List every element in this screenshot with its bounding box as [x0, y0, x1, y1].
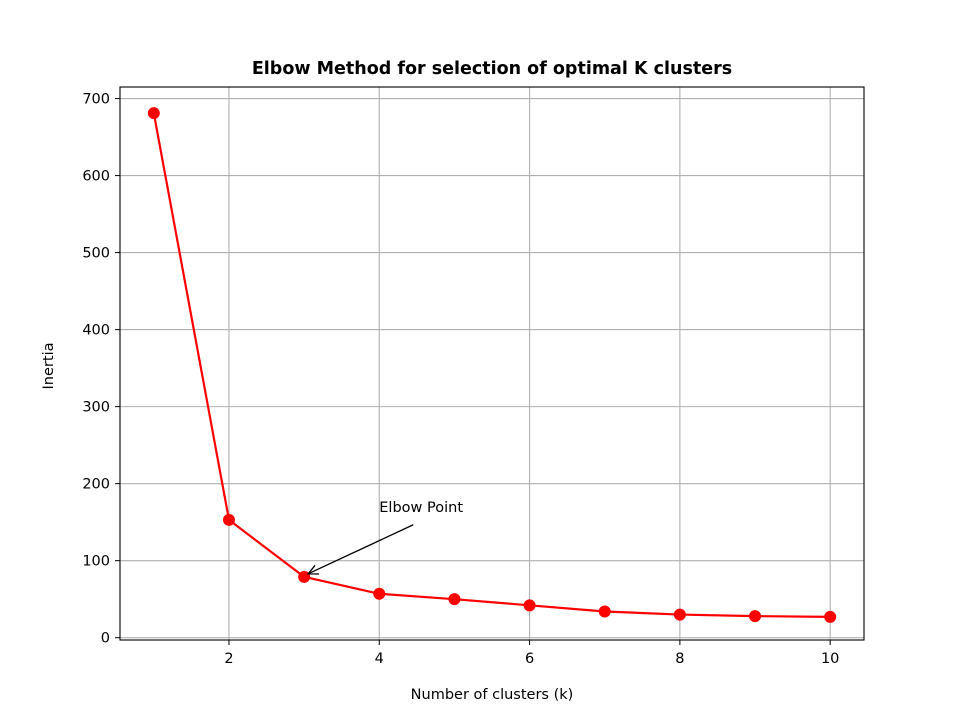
grid — [120, 87, 864, 640]
y-tick-label: 500 — [82, 246, 110, 262]
series — [147, 107, 837, 623]
x-tick-label: 2 — [224, 651, 233, 667]
y-tick-label: 0 — [101, 631, 110, 647]
y-tick-label: 300 — [82, 400, 110, 416]
data-point — [373, 587, 386, 600]
x-tick-label: 10 — [821, 651, 839, 667]
annotation-arrowhead — [306, 564, 320, 575]
x-tick-label: 4 — [375, 651, 384, 667]
y-tick-label: 700 — [82, 92, 110, 108]
data-point — [673, 608, 686, 621]
series-line — [152, 112, 831, 618]
annotation-arrow — [307, 524, 414, 575]
plot-frame — [119, 86, 865, 641]
data-point — [222, 513, 235, 526]
y-tick-label: 400 — [82, 323, 110, 339]
y-axis-label: Inertia — [41, 343, 57, 390]
data-point — [147, 107, 160, 120]
data-point — [298, 570, 311, 583]
data-point — [749, 610, 762, 623]
y-tick-label: 100 — [82, 554, 110, 570]
x-axis-label: Number of clusters (k) — [411, 687, 574, 703]
data-point — [523, 599, 536, 612]
annotation: Elbow Point — [306, 500, 463, 575]
y-tick-label: 600 — [82, 169, 110, 185]
annotation-label: Elbow Point — [379, 500, 463, 516]
data-point — [598, 605, 611, 618]
x-tick-label: 6 — [525, 651, 534, 667]
data-point — [448, 593, 461, 606]
y-tick-label: 200 — [82, 477, 110, 493]
data-point — [824, 610, 837, 623]
x-tick-label: 8 — [675, 651, 684, 667]
chart-title: Elbow Method for selection of optimal K … — [252, 59, 732, 79]
